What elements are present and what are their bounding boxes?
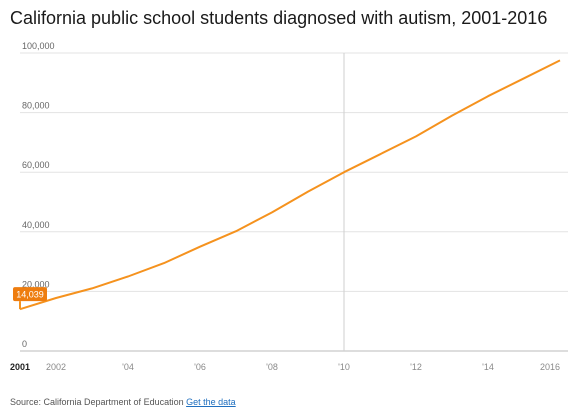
y-tick-label: 40,000: [22, 220, 50, 230]
x-tick-label: '06: [194, 362, 206, 372]
x-tick-label: '12: [410, 362, 422, 372]
x-tick-label: 2016: [540, 362, 560, 372]
source-text: Source: California Department of Educati…: [10, 397, 184, 407]
source-line: Source: California Department of Educati…: [10, 397, 236, 407]
x-tick-label: 2001: [10, 362, 30, 372]
highlight-label-bg: [13, 287, 47, 302]
get-the-data-link[interactable]: Get the data: [186, 397, 236, 407]
y-tick-label: 0: [22, 339, 27, 349]
x-tick-label: '10: [338, 362, 350, 372]
x-tick-label: '04: [122, 362, 134, 372]
chart-title: California public school students diagno…: [10, 8, 548, 28]
x-tick-label: 2002: [46, 362, 66, 372]
x-tick-label: '08: [266, 362, 278, 372]
y-tick-label: 100,000: [22, 41, 55, 51]
highlight-value-label: 14,039: [16, 290, 44, 300]
y-tick-label: 80,000: [22, 101, 50, 111]
y-tick-label: 20,000: [22, 279, 50, 289]
y-tick-label: 60,000: [22, 160, 50, 170]
x-tick-label: '14: [482, 362, 494, 372]
series-line: [19, 59, 561, 311]
